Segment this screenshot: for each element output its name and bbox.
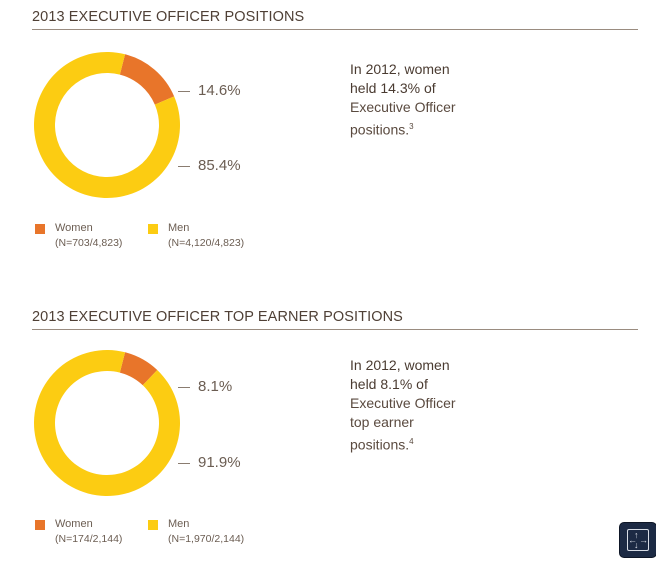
chart-section-2: 2013 EXECUTIVE OFFICER TOP EARNER POSITI… bbox=[32, 309, 638, 330]
legend-label: Women bbox=[55, 222, 93, 234]
donut-chart-2 bbox=[34, 350, 181, 496]
donut-chart-1 bbox=[34, 52, 181, 198]
leader-line bbox=[178, 386, 190, 388]
footnote-ref: 4 bbox=[409, 437, 414, 446]
divider-2 bbox=[32, 329, 638, 330]
leader-line bbox=[178, 462, 190, 464]
chart-title-2: 2013 EXECUTIVE OFFICER TOP EARNER POSITI… bbox=[32, 309, 403, 325]
pct-label-men-2: 91.9% bbox=[178, 454, 241, 471]
note-2: In 2012, women held 8.1% of Executive Of… bbox=[350, 357, 456, 453]
legend-swatch-women bbox=[35, 520, 45, 530]
divider-1 bbox=[32, 29, 638, 30]
pct-label-women-1: 14.6% bbox=[178, 82, 241, 99]
note-1: In 2012, women held 14.3% of Executive O… bbox=[350, 61, 456, 138]
legend-men-1: Men (N=4,120/4,823) bbox=[148, 222, 268, 252]
chart-title-1: 2013 EXECUTIVE OFFICER POSITIONS bbox=[32, 9, 305, 25]
legend-women-1: Women (N=703/4,823) bbox=[35, 222, 145, 252]
legend-count: (N=174/2,144) bbox=[55, 533, 123, 545]
legend-label: Men bbox=[168, 518, 190, 530]
legend-women-2: Women (N=174/2,144) bbox=[35, 518, 145, 548]
pct-value: 14.6% bbox=[198, 82, 241, 99]
leader-line bbox=[178, 90, 190, 92]
pct-label-men-1: 85.4% bbox=[178, 157, 241, 174]
expand-button[interactable]: ↑ ← → ↓ bbox=[620, 523, 656, 557]
legend-swatch-women bbox=[35, 224, 45, 234]
legend-men-2: Men (N=1,970/2,144) bbox=[148, 518, 268, 548]
legend-swatch-men bbox=[148, 520, 158, 530]
legend-label: Women bbox=[55, 518, 93, 530]
pct-value: 8.1% bbox=[198, 378, 233, 395]
legend-swatch-men bbox=[148, 224, 158, 234]
pct-value: 85.4% bbox=[198, 157, 241, 174]
slice-women bbox=[119, 54, 175, 105]
pct-label-women-2: 8.1% bbox=[178, 378, 232, 395]
legend-label: Men bbox=[168, 222, 190, 234]
slice-men bbox=[34, 350, 181, 496]
legend-count: (N=1,970/2,144) bbox=[168, 533, 245, 545]
leader-line bbox=[178, 165, 190, 167]
legend-count: (N=703/4,823) bbox=[55, 237, 123, 249]
legend-count: (N=4,120/4,823) bbox=[168, 237, 245, 249]
footnote-ref: 3 bbox=[409, 122, 414, 131]
expand-icon: ↑ ← → ↓ bbox=[627, 529, 649, 551]
slice-women bbox=[119, 352, 158, 386]
chart-section-1: 2013 EXECUTIVE OFFICER POSITIONS bbox=[32, 9, 638, 30]
pct-value: 91.9% bbox=[198, 454, 241, 471]
